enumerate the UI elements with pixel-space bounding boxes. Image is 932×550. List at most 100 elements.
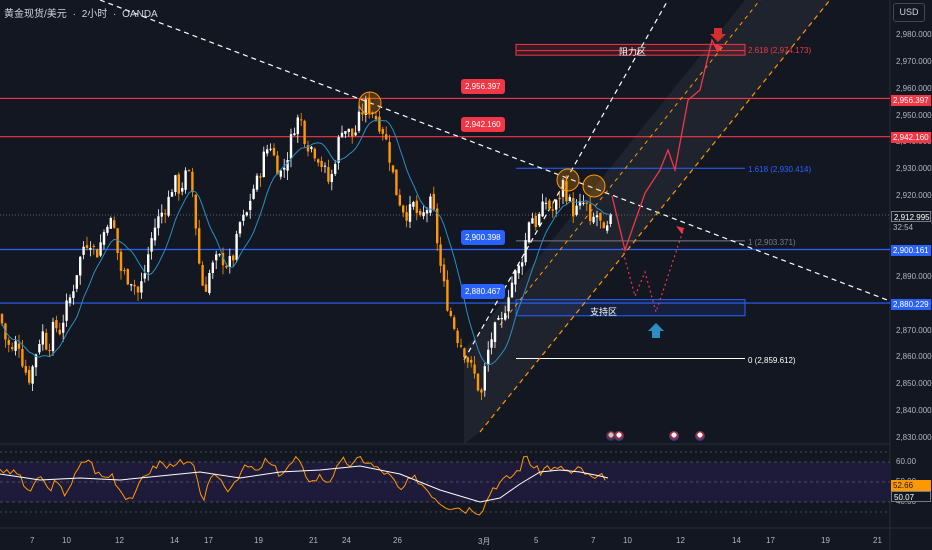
candle-body <box>245 212 248 216</box>
candle-body <box>415 200 418 213</box>
time-axis-tick: 10 <box>623 536 632 545</box>
economic-event-icon[interactable] <box>606 431 616 441</box>
candle-body <box>395 169 398 196</box>
candle-body <box>252 188 255 199</box>
candle-body <box>218 254 221 256</box>
candle-body <box>589 204 592 222</box>
resistance-lower-tag[interactable]: 2,942.160 <box>461 117 505 132</box>
economic-event-icon[interactable] <box>669 431 679 441</box>
candle-body <box>340 132 344 138</box>
time-axis-tick: 10 <box>62 536 71 545</box>
time-axis-tick: 12 <box>676 536 685 545</box>
candle-body <box>551 209 554 211</box>
price-axis-tick: 2,980.000 <box>896 30 932 39</box>
candle-body <box>459 345 463 347</box>
candle-body <box>439 244 442 266</box>
candle-body <box>276 155 279 175</box>
support-upper-tag[interactable]: 2,900.398 <box>461 230 505 245</box>
candle-body <box>432 193 435 210</box>
candle-body <box>422 212 425 217</box>
support-zone <box>515 299 746 317</box>
candle-body <box>408 204 412 222</box>
candle-body <box>221 252 225 266</box>
candle-body <box>544 202 548 204</box>
economic-event-icon[interactable] <box>695 431 705 441</box>
rsi-ma-value-label: 50.07 <box>891 491 931 502</box>
candle-body <box>184 170 187 190</box>
candle-body <box>378 116 381 132</box>
candle-body <box>538 214 541 226</box>
candle-body <box>555 200 558 210</box>
candle-body <box>371 112 374 114</box>
projection-arrowhead <box>676 226 684 234</box>
candle-body <box>164 213 167 215</box>
candle-body <box>595 215 599 218</box>
candle-body <box>449 310 452 316</box>
countdown-label: 32:54 <box>891 222 931 233</box>
candle-body <box>232 255 235 261</box>
time-axis-tick: 17 <box>204 536 213 545</box>
resistance-zone-label: 阻力区 <box>619 47 647 57</box>
price-axis-tick: 2,860.000 <box>896 352 932 362</box>
price-label-resistance-upper: 2,956.397 <box>891 95 931 106</box>
economic-event-icon[interactable] <box>614 431 624 441</box>
support-zone-label: 支持区 <box>590 307 618 317</box>
highlight-circle <box>582 174 606 198</box>
candle-body <box>211 262 214 274</box>
candle-body <box>453 317 456 329</box>
symbol-name[interactable]: 黄金现货/美元 <box>4 9 67 20</box>
candle-body <box>7 339 10 345</box>
candle-body <box>303 120 306 145</box>
time-axis-tick: 12 <box>115 536 124 545</box>
candle-body <box>456 330 459 344</box>
candle-body <box>140 281 143 293</box>
support-lower-tag[interactable]: 2,880.467 <box>461 284 505 299</box>
candle-body <box>289 134 293 159</box>
header-separator-2: · <box>113 9 117 20</box>
resistance-upper-tag[interactable]: 2,956.397 <box>461 79 505 94</box>
candle-body <box>327 167 330 182</box>
candle-body <box>442 264 446 282</box>
candle-body <box>62 322 65 333</box>
candle-body <box>323 165 327 167</box>
candle-body <box>572 198 575 217</box>
fib-2618-label: 2.618 (2,974.173) <box>748 46 812 55</box>
candle-body <box>79 256 82 276</box>
candle-body <box>548 200 551 209</box>
candle-body <box>75 275 78 289</box>
candle-body <box>510 282 514 298</box>
candle-body <box>153 227 157 241</box>
price-label-support-lower: 2,880.229 <box>891 299 931 310</box>
candle-body <box>527 222 531 243</box>
candle-body <box>82 246 85 255</box>
candle-body <box>286 160 289 171</box>
candle-body <box>490 339 493 348</box>
price-axis-tick: 2,870.000 <box>896 325 932 335</box>
candle-body <box>194 194 197 229</box>
candle-body <box>72 291 75 298</box>
candle-body <box>364 99 367 115</box>
candle-body <box>347 128 350 133</box>
candle-body <box>255 175 259 190</box>
candle-body <box>191 171 194 193</box>
price-axis-tick: 2,960.000 <box>896 83 932 93</box>
candle-body <box>487 349 490 365</box>
candle-body <box>269 148 272 150</box>
time-axis-tick: 21 <box>309 536 318 545</box>
candle-body <box>259 176 262 178</box>
candle-body <box>113 220 116 228</box>
candle-body <box>357 111 361 131</box>
price-axis-tick: 2,920.000 <box>896 191 932 201</box>
time-axis-tick: 14 <box>170 536 179 545</box>
candle-body <box>130 284 133 286</box>
candle-body <box>385 134 388 140</box>
candle-body <box>514 270 517 285</box>
down-arrow-icon <box>710 28 726 42</box>
candle-body <box>92 245 95 247</box>
candle-body <box>470 359 473 363</box>
interval-label[interactable]: 2小时 <box>81 9 108 20</box>
time-axis-tick: 5 <box>534 536 539 545</box>
currency-button[interactable]: USD <box>893 3 925 22</box>
time-axis-tick: 7 <box>591 536 596 545</box>
